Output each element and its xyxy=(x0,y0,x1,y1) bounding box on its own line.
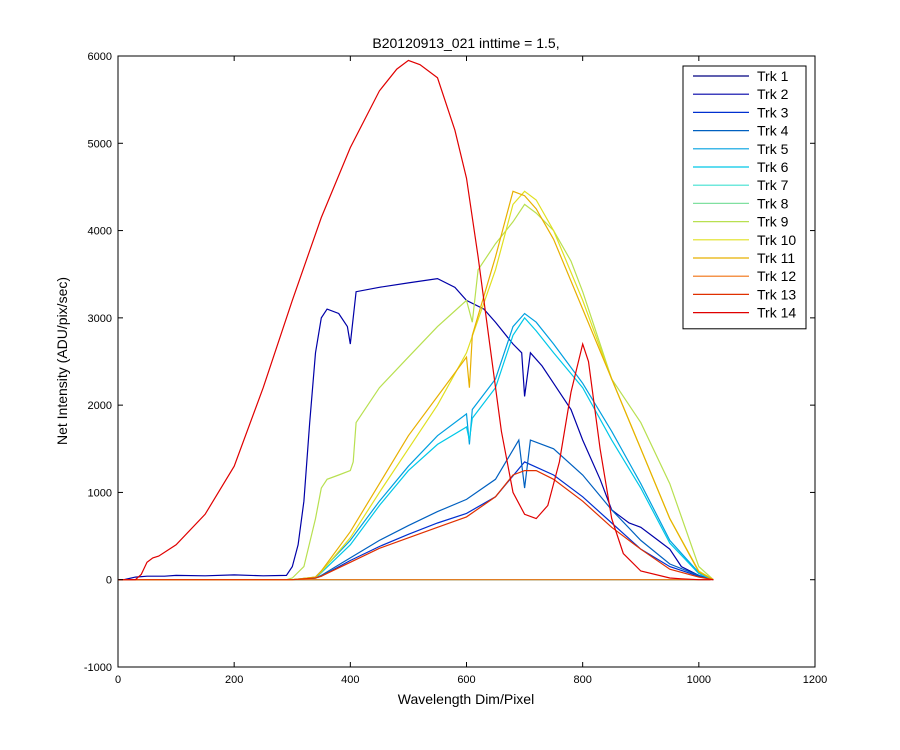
series-line-trk-11 xyxy=(118,190,714,581)
y-tick-label: -1000 xyxy=(84,662,112,674)
legend-box xyxy=(682,65,807,330)
x-tick-label: 1000 xyxy=(687,674,711,686)
x-tick-label: 0 xyxy=(115,674,121,686)
legend-label-trk-8: Trk 8 xyxy=(757,195,789,211)
legend-label-trk-9: Trk 9 xyxy=(757,214,789,230)
x-tick-label: 600 xyxy=(457,674,475,686)
x-tick-label: 1200 xyxy=(803,674,827,686)
legend-label-trk-1: Trk 1 xyxy=(757,68,789,84)
x-axis-label: Wavelength Dim/Pixel xyxy=(398,691,534,707)
legend-label-trk-4: Trk 4 xyxy=(757,123,789,139)
series-line-trk-14 xyxy=(118,59,714,581)
series-lines xyxy=(118,59,714,581)
y-tick-label: 4000 xyxy=(88,226,112,238)
chart-title: B20120913_021 inttime = 1.5, xyxy=(372,35,559,51)
y-axis-label: Net Intensity (ADU/pix/sec) xyxy=(54,277,70,445)
y-tick-label: 1000 xyxy=(88,487,112,499)
axis-ticks: 0 200 400 600 800 1000 1200-100001000200030004… xyxy=(84,51,827,686)
legend-label-trk-3: Trk 3 xyxy=(757,104,789,120)
legend-label-trk-6: Trk 6 xyxy=(757,159,789,175)
legend: Trk 1 Trk 2 Trk 3 Trk 4 Trk 5 Trk 6 Trk 7 Trk 8… xyxy=(682,65,807,330)
legend-label-trk-11: Trk 11 xyxy=(757,250,795,266)
legend-label-trk-12: Trk 12 xyxy=(757,268,796,284)
y-tick-label: 2000 xyxy=(88,400,112,412)
y-tick-label: 0 xyxy=(106,575,112,587)
legend-label-trk-7: Trk 7 xyxy=(757,177,789,193)
y-tick-label: 5000 xyxy=(88,138,112,150)
legend-label-trk-13: Trk 13 xyxy=(757,286,796,302)
series-line-trk-9 xyxy=(118,203,714,581)
y-tick-label: 3000 xyxy=(88,313,112,325)
series-line-trk-13 xyxy=(118,470,714,581)
x-tick-label: 200 xyxy=(225,674,243,686)
x-tick-label: 400 xyxy=(341,674,359,686)
legend-label-trk-5: Trk 5 xyxy=(757,141,789,157)
x-tick-label: 800 xyxy=(573,674,591,686)
legend-label-trk-14: Trk 14 xyxy=(757,305,796,321)
legend-label-trk-10: Trk 10 xyxy=(757,232,796,248)
y-tick-label: 6000 xyxy=(88,51,112,63)
legend-label-trk-2: Trk 2 xyxy=(757,86,789,102)
